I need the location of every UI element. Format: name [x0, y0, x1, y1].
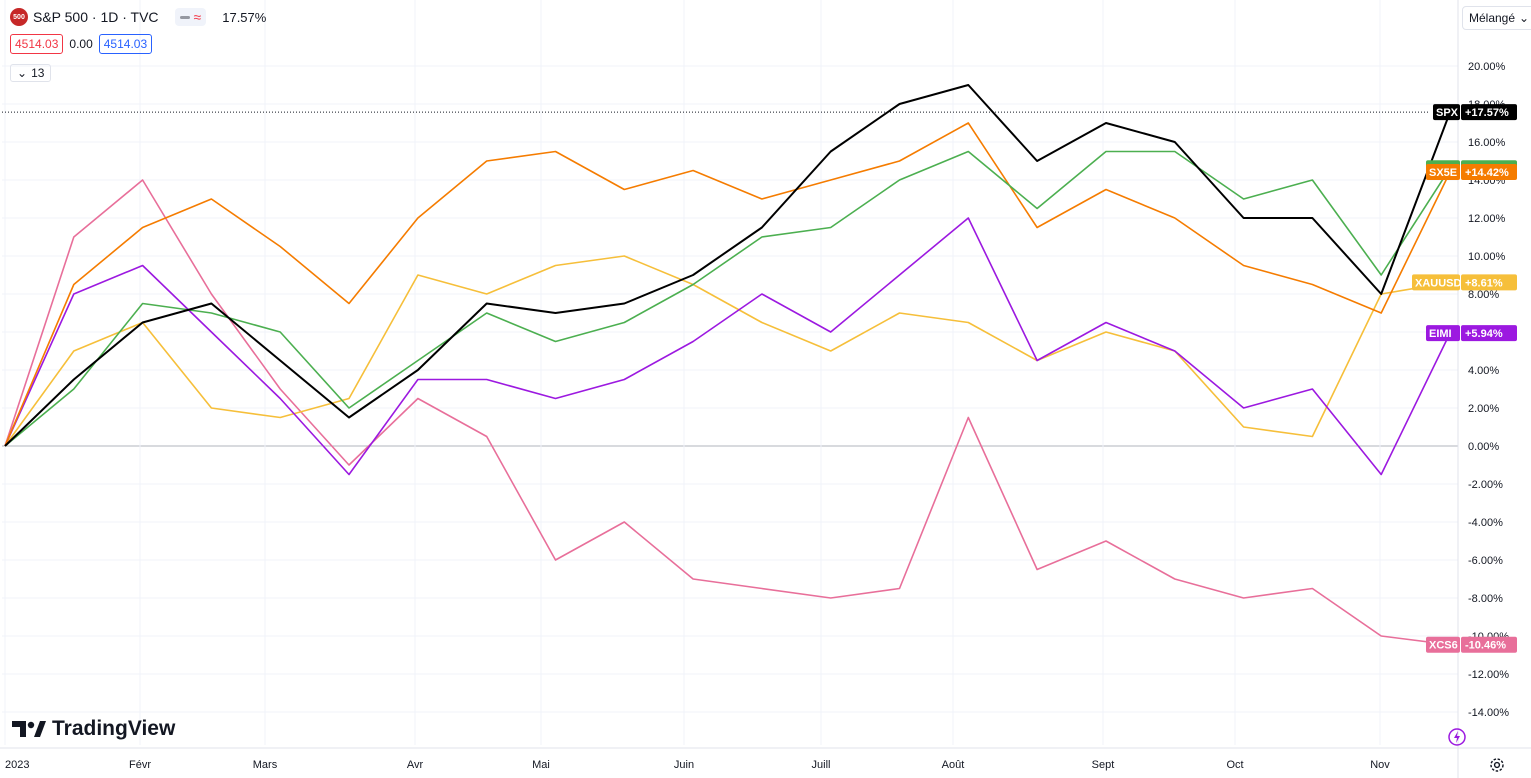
price-row: 4514.03 0.00 4514.03: [10, 34, 153, 54]
symbol-title[interactable]: S&P 500 · 1D · TVC: [33, 9, 159, 25]
tag-name-box: [1426, 636, 1460, 653]
sp500-logo-icon: 500: [10, 8, 28, 26]
tag-value-box: [1461, 274, 1517, 291]
tag-value-box: [1461, 636, 1517, 653]
x-axis[interactable]: 2023 Févr Mars Avr Mai Juin Juill Août Sept Oct No…: [5, 759, 1390, 771]
tag-value-box: [1461, 164, 1517, 181]
approx-icon: ≈: [193, 9, 202, 25]
change-percent: 17.57%: [222, 9, 267, 25]
tradingview-wordmark: TradingView: [52, 717, 176, 740]
x-tick-label: Juin: [674, 759, 694, 771]
tag-value-box: [1461, 325, 1517, 342]
y-tick-label: 2.00%: [1468, 403, 1499, 415]
chart-style-toggle[interactable]: ≈: [174, 8, 207, 26]
tag-sx5e: SX5E +14.42%: [1426, 164, 1517, 181]
tag-series-value: +8.61%: [1465, 277, 1503, 289]
series-line-eimi[interactable]: [4, 217, 1451, 476]
tag-name-box: [1433, 104, 1460, 121]
y-tick-label: 10.00%: [1468, 251, 1506, 263]
tag-eimi: EIMI +5.94%: [1426, 325, 1517, 342]
tag-series-name: EIMI: [1429, 328, 1452, 340]
tag-spx: SPX +17.57%: [1433, 104, 1517, 121]
y-tick-label: 16.00%: [1468, 137, 1506, 149]
x-tick-label: 2023: [5, 759, 29, 771]
chevron-down-icon: ⌄: [1519, 11, 1530, 25]
tag-name-box: [1426, 325, 1460, 342]
indicators-collapse-button[interactable]: ⌄ 13: [10, 64, 52, 82]
line-style-icon: [179, 15, 190, 19]
series-line-xcs6[interactable]: [4, 179, 1451, 646]
x-tick-label: Févr: [129, 759, 151, 771]
y-axis[interactable]: 20.00%18.00%16.00%14.00%12.00%10.00%8.00…: [1468, 61, 1509, 719]
tag-xcs6: XCS6 -10.46%: [1426, 636, 1517, 653]
tag-series-value: +14.42%: [1465, 167, 1509, 179]
spread-value: 0.00: [69, 37, 93, 51]
x-tick-label: Avr: [407, 759, 424, 771]
symbol-header[interactable]: 500 S&P 500 · 1D · TVC ≈ 17.57%: [10, 8, 266, 26]
x-tick-label: Oct: [1226, 759, 1243, 771]
x-tick-label: Sept: [1092, 759, 1115, 771]
tradingview-logo[interactable]: TradingView: [12, 717, 175, 741]
tag-series-name: SX5E: [1429, 167, 1457, 179]
buy-price[interactable]: 4514.03: [98, 34, 153, 54]
tag-series-name: SPX: [1436, 107, 1459, 119]
y-tick-label: -8.00%: [1468, 593, 1503, 605]
series-line-xauusd[interactable]: [4, 255, 1451, 447]
y-tick-label: -6.00%: [1468, 555, 1503, 567]
sell-price[interactable]: 4514.03: [10, 34, 64, 54]
y-tick-label: -12.00%: [1468, 669, 1509, 681]
x-tick-label: Mars: [253, 759, 278, 771]
last-value-tags: SPX+17.57%IWDA+14.62%SX5E+14.42%XAUUSD+8…: [1412, 104, 1517, 653]
tradingview-mark-icon: [12, 721, 46, 737]
y-tick-label: 20.00%: [1468, 61, 1506, 73]
indicator-count: 13: [31, 66, 45, 80]
tag-series-value: +5.94%: [1465, 328, 1503, 340]
x-tick-label: Mai: [532, 759, 550, 771]
tag-series-name: XCS6: [1429, 640, 1458, 652]
series-line-sx5e[interactable]: [4, 122, 1451, 447]
tag-name-box: [1412, 274, 1460, 291]
tag-xauusd: XAUUSD +8.61%: [1412, 274, 1517, 291]
y-tick-label: -4.00%: [1468, 517, 1503, 529]
lightning-icon[interactable]: [1447, 727, 1467, 747]
y-tick-label: 0.00%: [1468, 441, 1499, 453]
tag-name-box: [1426, 164, 1460, 181]
y-tick-label: -2.00%: [1468, 479, 1503, 491]
series-line-spx[interactable]: [4, 84, 1451, 447]
settings-gear-icon[interactable]: [1488, 756, 1506, 774]
series-line-iwda[interactable]: [4, 150, 1451, 447]
scale-mode-label: Mélangé: [1469, 11, 1516, 25]
tag-series-name: XAUUSD: [1415, 277, 1462, 289]
y-tick-label: 8.00%: [1468, 289, 1499, 301]
tag-series-value: +17.57%: [1465, 107, 1509, 119]
y-tick-label: 4.00%: [1468, 365, 1499, 377]
y-tick-label: 12.00%: [1468, 213, 1506, 225]
x-tick-label: Juill: [812, 759, 831, 771]
scale-mode-dropdown[interactable]: Mélangé ⌄: [1462, 6, 1531, 30]
y-tick-label: -14.00%: [1468, 707, 1509, 719]
x-tick-label: Nov: [1370, 759, 1390, 771]
series-layer: [4, 84, 1451, 646]
chevron-down-icon: ⌄: [17, 66, 28, 80]
indicators-row: ⌄ 13: [10, 64, 52, 82]
x-tick-label: Août: [942, 759, 965, 771]
tag-series-value: -10.46%: [1465, 640, 1506, 652]
tag-value-box: [1461, 104, 1517, 121]
